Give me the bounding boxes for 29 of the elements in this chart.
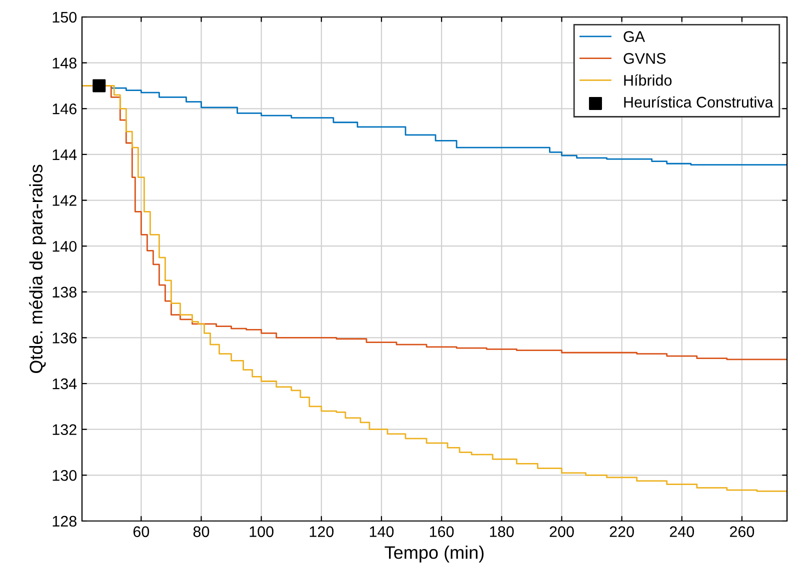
legend-label: Heurística Construtiva — [624, 96, 774, 108]
y-tick-label: 148 — [52, 58, 76, 69]
x-tick-label: 240 — [670, 526, 694, 538]
y-tick-label: 134 — [52, 378, 77, 390]
x-tick-label: 160 — [430, 526, 454, 538]
y-axis-title: Qtde. média de para-raios — [29, 164, 46, 374]
legend-label: GVNS — [624, 53, 666, 64]
y-tick-label: 136 — [52, 332, 76, 344]
x-tick-label: 200 — [550, 526, 574, 538]
y-tick-label: 132 — [52, 424, 76, 436]
y-tick-label: 146 — [52, 104, 76, 114]
x-tick-label: 60 — [133, 526, 150, 538]
x-tick-label: 140 — [370, 526, 394, 538]
y-tick-label: 130 — [52, 470, 77, 481]
y-tick-label: 140 — [52, 240, 77, 252]
x-tick-label: 120 — [310, 526, 334, 538]
y-tick-label: 128 — [52, 516, 76, 527]
x-tick-label: 80 — [193, 526, 210, 538]
x-tick-label: 100 — [250, 526, 274, 538]
x-axis-title: Tempo (min) — [384, 546, 484, 562]
x-tick-label: 260 — [730, 526, 754, 538]
legend-label: Híbrido — [624, 74, 672, 86]
x-tick-label: 180 — [490, 526, 514, 538]
y-tick-label: 138 — [52, 286, 76, 298]
y-tick-label: 142 — [52, 195, 76, 206]
legend-label: GA — [624, 31, 646, 42]
x-tick-label: 220 — [610, 526, 634, 538]
y-tick-label: 144 — [52, 149, 77, 160]
y-tick-label: 150 — [52, 12, 77, 23]
